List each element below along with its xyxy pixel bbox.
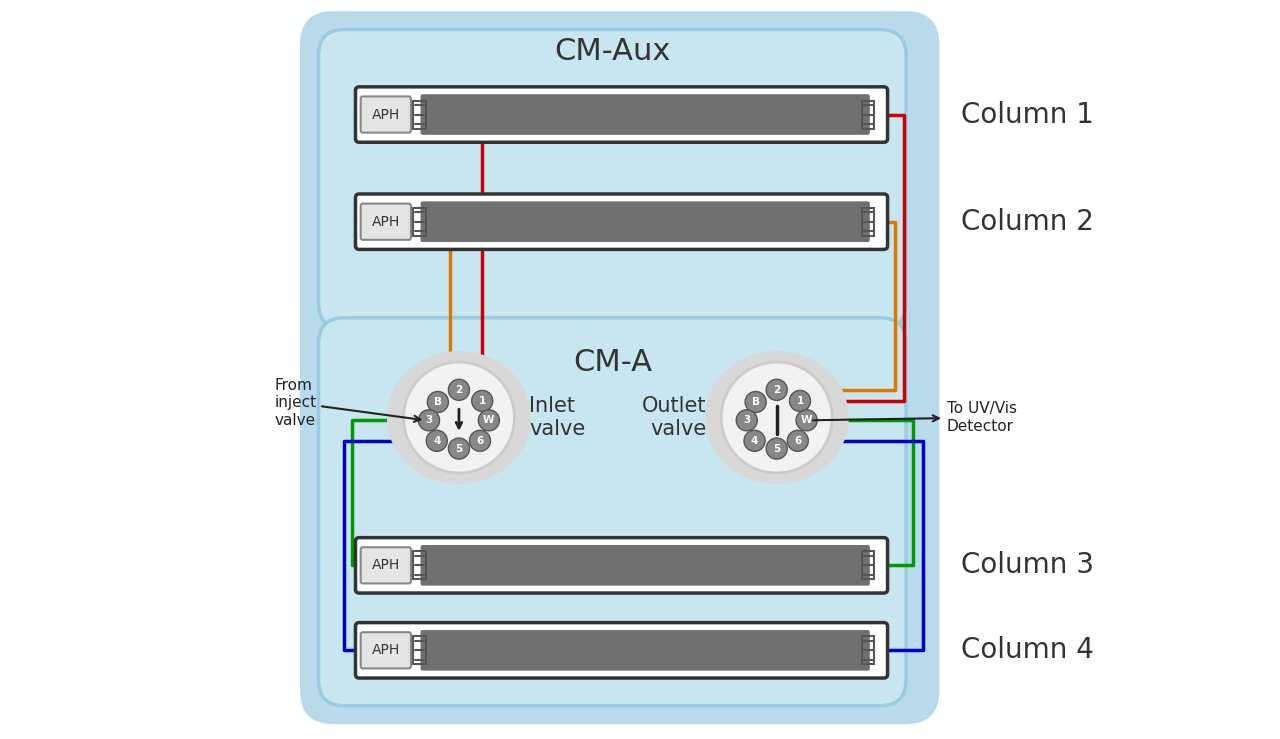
FancyBboxPatch shape (356, 194, 887, 250)
Ellipse shape (387, 351, 531, 484)
Text: APH: APH (371, 559, 399, 572)
Text: CM-Aux: CM-Aux (554, 37, 671, 67)
Circle shape (767, 379, 787, 401)
Circle shape (767, 438, 787, 459)
Text: Column 4: Column 4 (961, 636, 1094, 664)
Text: B: B (434, 397, 442, 407)
Text: Column 3: Column 3 (961, 551, 1094, 579)
Text: APH: APH (371, 644, 399, 657)
Circle shape (744, 430, 765, 452)
Circle shape (787, 430, 808, 452)
Circle shape (426, 430, 447, 452)
FancyBboxPatch shape (361, 547, 411, 584)
Text: 2: 2 (773, 385, 781, 395)
Text: 2: 2 (456, 385, 462, 395)
Text: From
inject
valve: From inject valve (274, 378, 420, 428)
Circle shape (796, 409, 817, 431)
Text: Column 1: Column 1 (961, 101, 1094, 129)
FancyBboxPatch shape (361, 97, 411, 133)
FancyBboxPatch shape (421, 201, 870, 242)
Text: 5: 5 (773, 443, 781, 454)
Text: To UV/Vis
Detector: To UV/Vis Detector (813, 401, 1016, 434)
FancyBboxPatch shape (300, 11, 940, 724)
Circle shape (403, 362, 515, 473)
Text: 1: 1 (796, 396, 804, 406)
Text: B: B (751, 397, 759, 407)
Text: APH: APH (371, 215, 399, 228)
Circle shape (419, 409, 439, 431)
Text: 6: 6 (476, 436, 484, 446)
FancyBboxPatch shape (319, 318, 906, 706)
Circle shape (470, 430, 490, 452)
Ellipse shape (705, 351, 849, 484)
Circle shape (472, 390, 493, 412)
Text: 3: 3 (425, 415, 433, 426)
Text: 4: 4 (433, 436, 440, 446)
Text: Inlet
valve: Inlet valve (529, 396, 585, 439)
FancyBboxPatch shape (361, 203, 411, 240)
Text: 3: 3 (744, 415, 750, 426)
Text: Column 2: Column 2 (961, 208, 1094, 236)
FancyBboxPatch shape (356, 622, 887, 678)
Text: 6: 6 (794, 436, 801, 446)
FancyBboxPatch shape (319, 30, 906, 329)
Text: 4: 4 (751, 436, 758, 446)
Text: W: W (801, 415, 813, 426)
Circle shape (479, 409, 499, 431)
Text: 5: 5 (456, 443, 462, 454)
FancyBboxPatch shape (356, 87, 887, 142)
Circle shape (448, 438, 470, 459)
Text: Outlet
valve: Outlet valve (643, 396, 707, 439)
Text: W: W (483, 415, 494, 426)
FancyBboxPatch shape (421, 545, 870, 585)
FancyBboxPatch shape (421, 630, 870, 671)
Circle shape (745, 392, 767, 412)
Circle shape (790, 390, 810, 412)
Circle shape (428, 392, 448, 412)
Circle shape (722, 362, 832, 473)
Text: 1: 1 (479, 396, 486, 406)
FancyBboxPatch shape (361, 633, 411, 668)
FancyBboxPatch shape (356, 538, 887, 593)
Circle shape (736, 409, 758, 431)
Text: CM-A: CM-A (573, 347, 652, 377)
Text: APH: APH (371, 108, 399, 121)
FancyBboxPatch shape (421, 95, 870, 134)
Circle shape (448, 379, 470, 401)
